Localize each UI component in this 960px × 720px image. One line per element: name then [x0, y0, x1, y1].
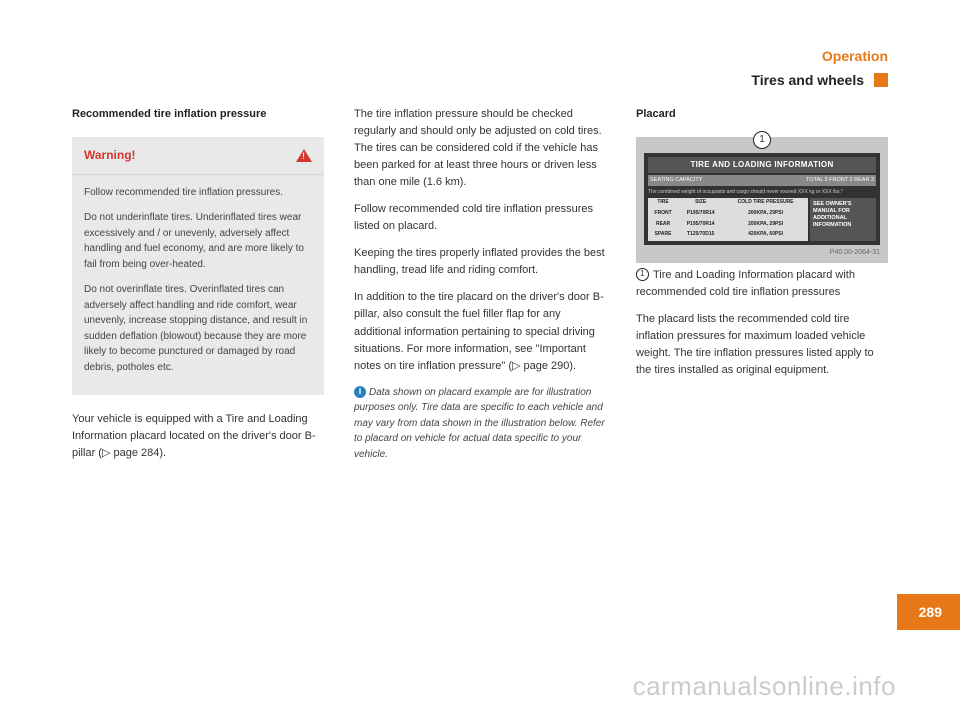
column-3: Placard 1 TIRE AND LOADING INFORMATION S… [636, 106, 888, 472]
subsection-row: Tires and wheels [72, 72, 888, 88]
callout-number-icon: 1 [636, 268, 649, 281]
placard-combined: The combined weight of occupants and car… [648, 188, 876, 198]
warning-p2: Do not underinflate tires. Underinflated… [84, 210, 312, 272]
warning-box: Warning! Follow recommended tire inflati… [72, 137, 324, 395]
manual-page: Operation Tires and wheels Recommended t… [0, 0, 960, 720]
col2-p1: The tire inflation pressure should be ch… [354, 106, 606, 191]
warning-triangle-icon [296, 149, 312, 162]
page-header: Operation Tires and wheels [72, 48, 888, 88]
col2-note-text: Data shown on placard example are for il… [354, 387, 605, 460]
warning-header: Warning! [72, 137, 324, 175]
th-tire: TIRE [648, 198, 678, 209]
warning-p1: Follow recommended tire inflation pressu… [84, 185, 312, 201]
placard-grid: TIRE SIZE COLD TIRE PRESSURE FRONTP195/7… [648, 198, 876, 241]
figure-caption: 1Tire and Loading Information placard wi… [636, 267, 888, 301]
column-2: The tire inflation pressure should be ch… [354, 106, 606, 472]
watermark: carmanualsonline.info [633, 671, 896, 702]
col2-note: iData shown on placard example are for i… [354, 385, 606, 463]
subsection-title: Tires and wheels [751, 72, 864, 88]
warning-p3: Do not overinflate tires. Overinflated t… [84, 282, 312, 375]
placard-inner: TIRE AND LOADING INFORMATION SEATING CAP… [644, 153, 880, 245]
placard-ref: P40.00-2064-31 [644, 248, 880, 259]
table-row: FRONTP195/70R14200KPA, 29PSI [648, 208, 808, 219]
col2-p2: Follow recommended cold tire inflation p… [354, 201, 606, 235]
placard-seating: SEATING CAPACITY TOTAL 5 FRONT 2 REAR 3 [648, 175, 876, 186]
page-number: 289 [897, 594, 960, 630]
col2-p3: Keeping the tires properly inflated prov… [354, 245, 606, 279]
placard-table: TIRE SIZE COLD TIRE PRESSURE FRONTP195/7… [648, 198, 808, 241]
table-header-row: TIRE SIZE COLD TIRE PRESSURE [648, 198, 808, 209]
col2-p4: In addition to the tire placard on the d… [354, 289, 606, 374]
col1-heading: Recommended tire inflation pressure [72, 106, 324, 123]
placard-figure: 1 TIRE AND LOADING INFORMATION SEATING C… [636, 137, 888, 263]
seating-label: SEATING CAPACITY [650, 176, 702, 185]
col1-p1: Your vehicle is equipped with a Tire and… [72, 411, 324, 462]
table-row: SPARET125/70D15420KPA, 60PSI [648, 230, 808, 241]
th-pressure: COLD TIRE PRESSURE [723, 198, 808, 209]
column-1: Recommended tire inflation pressure Warn… [72, 106, 324, 472]
seating-values: TOTAL 5 FRONT 2 REAR 3 [806, 176, 874, 185]
table-row: REARP195/70R14200KPA, 29PSI [648, 219, 808, 230]
warning-body: Follow recommended tire inflation pressu… [72, 175, 324, 396]
caption-text: Tire and Loading Information placard wit… [636, 269, 855, 298]
col3-p1: The placard lists the recommended cold t… [636, 311, 888, 379]
info-icon: i [354, 386, 366, 398]
col3-heading: Placard [636, 106, 888, 123]
section-marker-icon [874, 73, 888, 87]
warning-title: Warning! [84, 146, 136, 165]
section-title: Operation [72, 48, 888, 64]
callout-1-icon: 1 [753, 131, 771, 149]
th-size: SIZE [678, 198, 723, 209]
placard-banner: TIRE AND LOADING INFORMATION [648, 157, 876, 173]
content-columns: Recommended tire inflation pressure Warn… [72, 106, 888, 472]
placard-side-note: SEE OWNER'S MANUAL FOR ADDITIONAL INFORM… [810, 198, 876, 241]
